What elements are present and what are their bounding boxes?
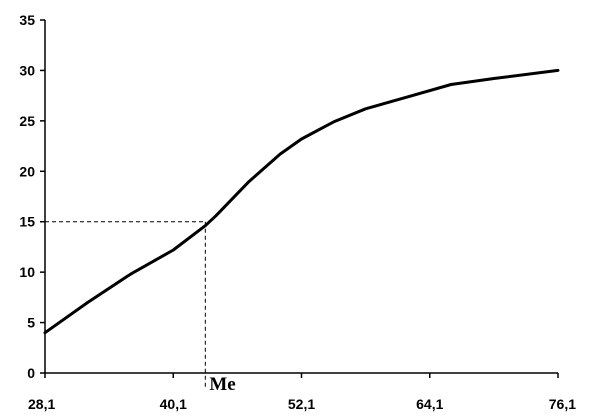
x-tick-label: 76,1 [549,396,576,412]
y-tick-label: 25 [19,113,35,129]
annotations: Me [209,374,235,395]
y-tick-label: 0 [27,365,35,381]
series-line [43,68,560,335]
y-tick-label: 10 [19,264,35,280]
y-axis: 0 5 10 15 20 25 30 35 [19,12,46,381]
series-group [43,68,560,335]
y-tick-label: 30 [19,62,35,78]
y-tick-label: 35 [19,12,35,28]
x-tick-label: 28,1 [28,396,55,412]
median-guide-lines [45,221,206,387]
x-tick-label: 52,1 [288,396,315,412]
x-tick-label: 64,1 [416,396,443,412]
median-label: Me [209,374,235,395]
y-tick-label: 5 [27,315,35,331]
y-tick-label: 15 [19,214,35,230]
x-axis: 28,1 40,1 52,1 64,1 76,1 [28,372,576,412]
x-tick-label: 40,1 [160,396,187,412]
y-tick-label: 20 [19,163,35,179]
